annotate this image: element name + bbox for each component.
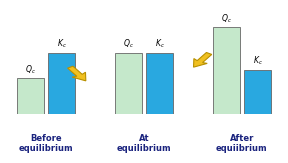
Bar — [213, 27, 240, 114]
Bar — [146, 53, 173, 114]
Text: $Q_c$: $Q_c$ — [123, 38, 134, 50]
Text: At
equilibrium: At equilibrium — [117, 134, 171, 153]
Text: $Q_c$: $Q_c$ — [221, 12, 232, 25]
Text: $K_c$: $K_c$ — [253, 55, 262, 67]
Bar — [17, 78, 44, 114]
Text: Before
equilibrium: Before equilibrium — [19, 134, 73, 153]
Bar — [244, 70, 271, 114]
Bar — [48, 53, 75, 114]
Text: $Q_c$: $Q_c$ — [25, 63, 36, 76]
Bar — [115, 53, 142, 114]
Text: $K_c$: $K_c$ — [57, 38, 67, 50]
Text: After
equiibrium: After equiibrium — [216, 134, 268, 153]
Text: $K_c$: $K_c$ — [155, 38, 164, 50]
